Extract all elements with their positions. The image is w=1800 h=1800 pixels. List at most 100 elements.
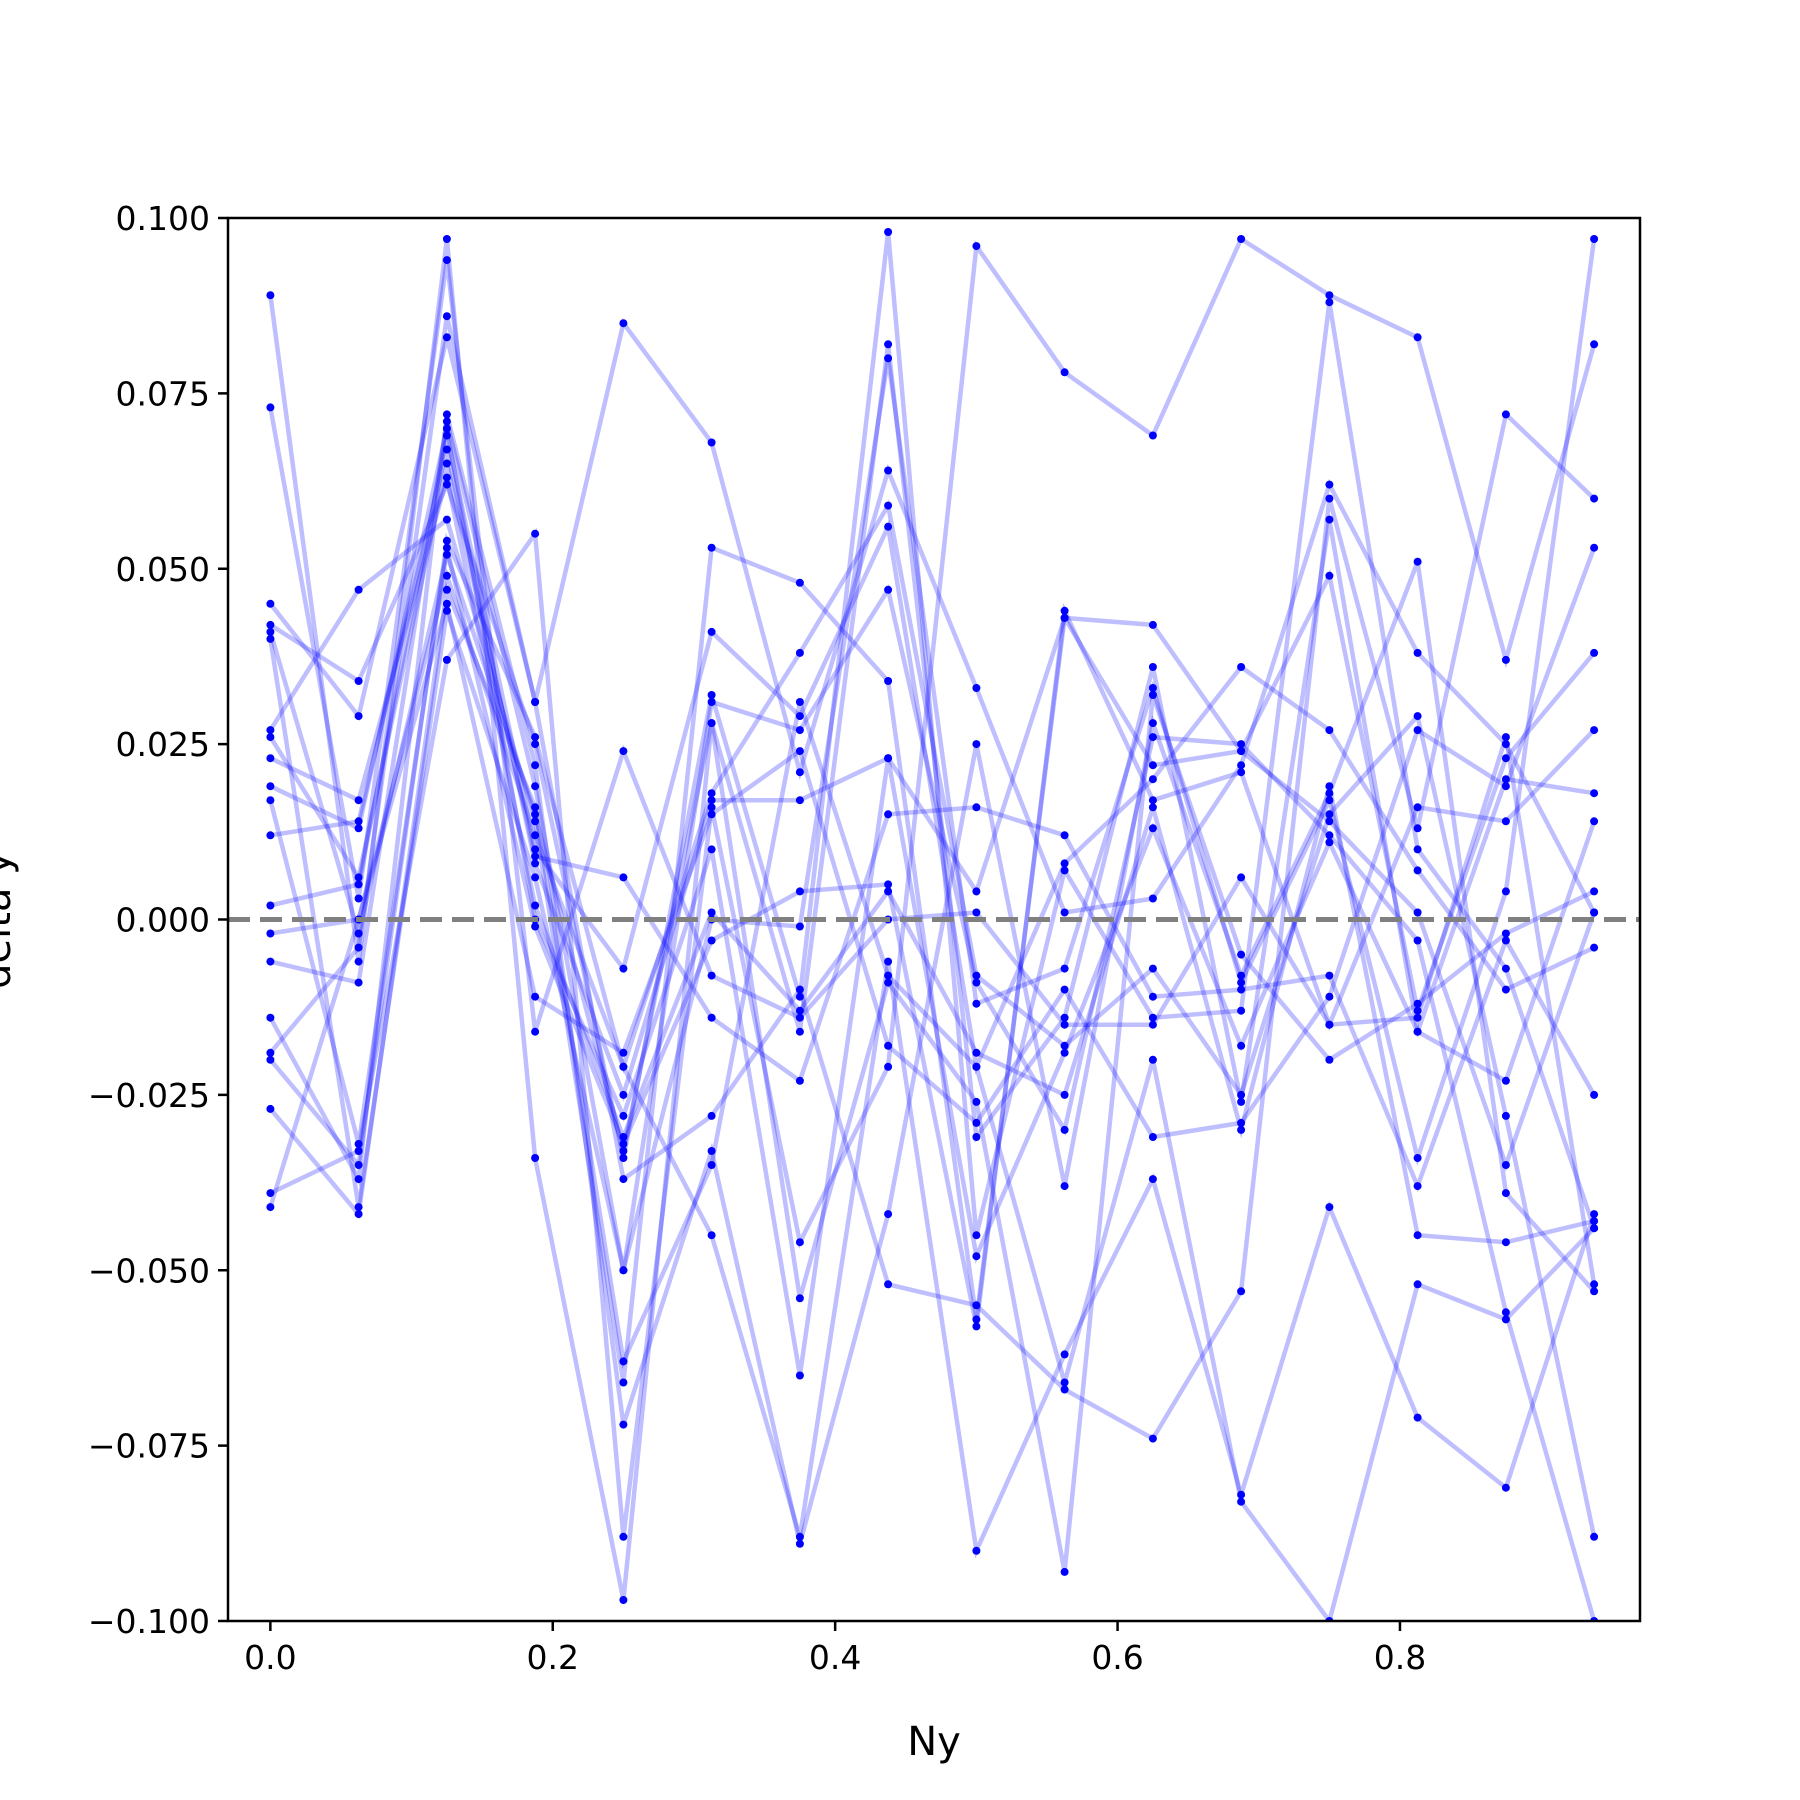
data-point — [972, 1301, 981, 1310]
data-point — [531, 845, 540, 854]
series-line — [268, 315, 1596, 1442]
data-point — [266, 733, 275, 742]
data-point — [884, 354, 893, 363]
data-point — [884, 1062, 893, 1071]
data-point — [1148, 796, 1157, 805]
data-point — [795, 578, 804, 587]
data-point — [1060, 1020, 1069, 1029]
data-point — [1590, 648, 1599, 657]
data-point — [266, 620, 275, 629]
data-point — [1413, 1013, 1422, 1022]
data-point — [266, 1048, 275, 1057]
data-point — [442, 417, 451, 426]
data-point — [1413, 1027, 1422, 1036]
data-point — [707, 543, 716, 552]
data-point — [354, 943, 363, 952]
data-point — [884, 522, 893, 531]
data-point — [1325, 1055, 1334, 1064]
series-line — [268, 463, 1597, 1193]
data-point — [354, 824, 363, 833]
data-point — [1148, 1175, 1157, 1184]
series-line — [268, 238, 1596, 1601]
series-line — [268, 546, 1597, 1208]
data-point — [1325, 1020, 1334, 1029]
data-point — [1413, 999, 1422, 1008]
data-point — [1237, 235, 1246, 243]
series-15 — [266, 532, 1599, 1559]
data-point — [1325, 515, 1334, 524]
data-point — [266, 1203, 275, 1212]
data-point — [1501, 1161, 1510, 1169]
y-axis: −0.100 −0.075 −0.050 −0.025 0.000 0.025 0.050 0… — [88, 199, 228, 1641]
data-point — [1413, 712, 1422, 721]
data-point — [1148, 691, 1157, 699]
data-point — [884, 340, 893, 349]
data-point — [1325, 494, 1334, 503]
data-point — [354, 978, 363, 987]
data-point — [884, 228, 893, 236]
data-point — [266, 1013, 275, 1022]
series-0 — [266, 317, 1599, 917]
series-line — [268, 547, 1596, 1327]
data-point — [884, 978, 893, 987]
data-point — [884, 754, 893, 763]
data-point — [1237, 768, 1246, 777]
data-point — [972, 684, 981, 692]
data-point — [1237, 747, 1246, 756]
data-point — [266, 403, 275, 412]
data-point — [619, 1378, 628, 1387]
data-point — [619, 964, 628, 973]
data-point — [1413, 1231, 1422, 1240]
data-point — [707, 803, 716, 812]
data-point — [1590, 1224, 1599, 1233]
data-point — [795, 1294, 804, 1303]
data-point — [972, 999, 981, 1008]
series-line — [269, 235, 1597, 1538]
series-line — [268, 581, 1596, 1621]
data-point — [795, 1532, 804, 1541]
data-point — [619, 1140, 628, 1148]
data-point — [1148, 775, 1157, 784]
data-point — [795, 726, 804, 735]
data-point — [884, 677, 893, 685]
data-point — [1501, 733, 1510, 742]
data-point — [795, 1238, 804, 1247]
data-point — [1590, 543, 1599, 552]
series-line — [270, 499, 1597, 1538]
data-point — [1237, 1041, 1246, 1050]
data-point — [354, 1203, 363, 1212]
series-1 — [266, 228, 1599, 1240]
data-point — [795, 768, 804, 777]
data-point — [266, 599, 275, 608]
data-point — [1060, 908, 1069, 917]
x-tick-label: 0.6 — [1091, 1638, 1143, 1677]
data-point — [1413, 1413, 1422, 1422]
data-point — [354, 873, 363, 882]
series-line — [269, 428, 1595, 1376]
data-point — [884, 1210, 893, 1219]
series-line — [269, 231, 1597, 1236]
data-point — [972, 1322, 981, 1331]
data-point — [972, 1252, 981, 1261]
data-point — [619, 1147, 628, 1155]
data-point — [1590, 908, 1599, 917]
data-point — [707, 1161, 716, 1169]
data-point — [707, 908, 716, 917]
data-point — [795, 1539, 804, 1548]
data-point — [884, 887, 893, 896]
x-axis: 0.0 0.2 0.4 0.6 0.8 — [244, 1621, 1426, 1677]
data-point — [619, 1111, 628, 1120]
series-line — [269, 435, 1596, 1075]
data-point — [1501, 964, 1510, 973]
data-point — [1060, 1048, 1069, 1057]
data-point — [795, 796, 804, 805]
x-tick-label: 0.4 — [809, 1638, 861, 1677]
data-point — [442, 536, 451, 545]
data-point — [531, 831, 540, 840]
data-point — [1237, 740, 1246, 749]
data-point — [972, 1546, 981, 1555]
y-tick-label: −0.075 — [88, 1427, 210, 1466]
data-point — [1413, 1006, 1422, 1015]
data-point — [531, 803, 540, 812]
